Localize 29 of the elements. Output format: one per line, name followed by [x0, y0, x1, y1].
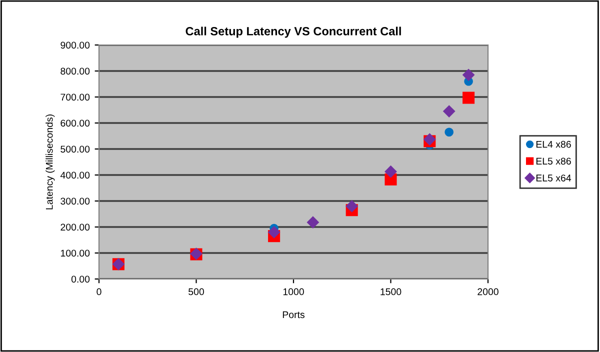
- chart-title: Call Setup Latency VS Concurrent Call: [186, 26, 401, 38]
- legend-label: EL5 x86: [536, 158, 571, 165]
- point: [306, 216, 320, 229]
- legend-label: EL4 x86: [536, 140, 571, 148]
- point: [444, 128, 454, 136]
- y-tick-label: 100.00: [60, 250, 90, 257]
- x-axis-title: Ports: [282, 311, 304, 318]
- y-tick-label: 700.00: [60, 94, 90, 101]
- x-tick-label: 0: [96, 288, 102, 296]
- y-tick-label: 900.00: [60, 42, 90, 49]
- y-tick-label: 600.00: [60, 120, 90, 127]
- y-tick-label: 0.00: [71, 276, 90, 283]
- y-tick-label: 400.00: [60, 172, 90, 179]
- point: [384, 165, 397, 178]
- point: [442, 105, 456, 118]
- y-tick-label: 500.00: [60, 146, 90, 153]
- point: [462, 68, 475, 82]
- y-axis-title: Latency (Milliseconds): [46, 114, 55, 210]
- point: [346, 200, 358, 212]
- y-tick-label: 800.00: [60, 68, 90, 75]
- legend-label: EL5 x64: [536, 174, 572, 182]
- y-tick-label: 200.00: [60, 224, 90, 231]
- x-tick-label: 1500: [380, 288, 402, 296]
- y-tick-label: 300.00: [60, 198, 90, 205]
- point: [268, 226, 280, 238]
- x-tick-label: 2000: [478, 288, 498, 296]
- point: [462, 92, 475, 104]
- x-tick-label: 1000: [283, 288, 304, 296]
- x-tick-label: 500: [188, 288, 204, 296]
